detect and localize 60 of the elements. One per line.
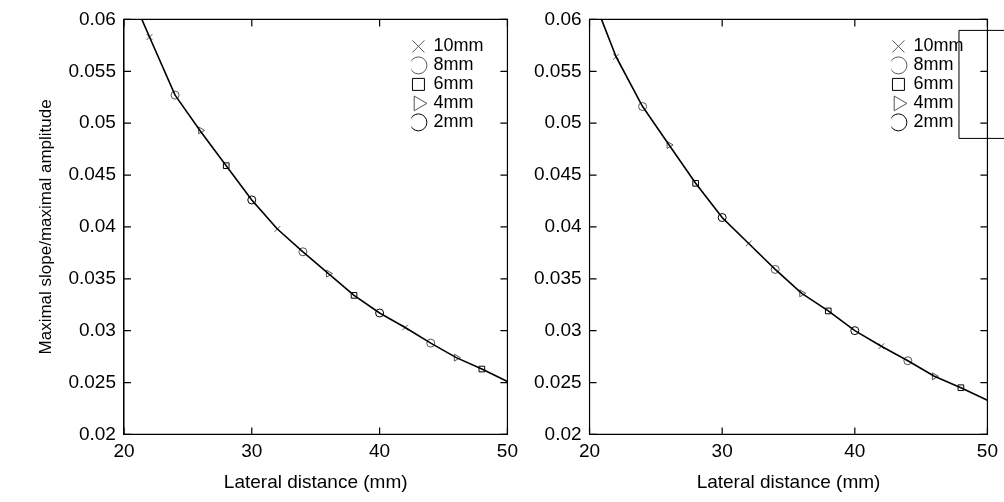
point bbox=[375, 308, 385, 318]
point bbox=[298, 247, 308, 257]
legend-label: 2mm bbox=[433, 111, 474, 132]
x-tick-label: 20 bbox=[113, 440, 135, 462]
point bbox=[325, 269, 333, 278]
point bbox=[478, 365, 486, 373]
x-tick-label: 50 bbox=[976, 440, 998, 462]
legend-label: 10mm bbox=[433, 35, 484, 56]
y-tick-label: 0.035 bbox=[534, 267, 582, 289]
y-tick-label: 0.03 bbox=[544, 318, 582, 340]
legend-label: 8mm bbox=[913, 54, 954, 75]
point bbox=[146, 33, 153, 41]
legend-label: 6mm bbox=[433, 73, 474, 94]
x-tick-label: 40 bbox=[844, 440, 866, 462]
y-tick-label: 0.05 bbox=[544, 111, 582, 133]
point bbox=[638, 102, 648, 112]
legend-label: 10mm bbox=[913, 35, 964, 56]
y-tick-label: 0.05 bbox=[78, 111, 116, 133]
y-tick-label: 0.045 bbox=[68, 163, 116, 185]
x-tick-label: 30 bbox=[241, 440, 263, 462]
point bbox=[222, 162, 230, 170]
legend-label: 6mm bbox=[913, 73, 954, 94]
y-tick-label: 0.03 bbox=[78, 318, 116, 340]
point bbox=[198, 126, 206, 135]
point bbox=[717, 213, 727, 223]
point bbox=[666, 140, 674, 149]
point bbox=[957, 384, 965, 392]
x-tick-label: 40 bbox=[369, 440, 391, 462]
y-tick-label: 0.06 bbox=[544, 7, 582, 29]
y-tick-label: 0.055 bbox=[68, 59, 116, 81]
point bbox=[824, 307, 832, 315]
x-axis-title: Lateral distance (mm) bbox=[223, 470, 408, 492]
legend-label: 8mm bbox=[433, 54, 474, 75]
legend-label: 4mm bbox=[913, 92, 954, 113]
y-tick-label: 0.025 bbox=[68, 370, 116, 392]
x-tick-label: 30 bbox=[711, 440, 733, 462]
point bbox=[426, 338, 436, 348]
point bbox=[247, 195, 257, 205]
y-tick-label: 0.035 bbox=[68, 267, 116, 289]
point bbox=[903, 356, 913, 366]
point bbox=[170, 90, 180, 100]
point bbox=[770, 264, 780, 274]
point bbox=[799, 289, 807, 298]
point bbox=[850, 326, 860, 336]
legend-label: 2mm bbox=[913, 111, 954, 132]
point bbox=[692, 180, 699, 187]
y-tick-label: 0.02 bbox=[78, 422, 116, 444]
point bbox=[453, 353, 461, 362]
x-tick-label: 50 bbox=[496, 440, 518, 462]
y-tick-label: 0.025 bbox=[534, 370, 582, 392]
legend-label: 4mm bbox=[433, 92, 474, 113]
y-tick-label: 0.04 bbox=[78, 215, 117, 237]
point bbox=[931, 372, 939, 381]
x-axis-title: Lateral distance (mm) bbox=[696, 470, 881, 492]
y-tick-label: 0.045 bbox=[534, 163, 582, 185]
y-axis-title: Maximal slope/maximal amplitude bbox=[35, 99, 55, 355]
point bbox=[350, 292, 358, 299]
y-tick-label: 0.055 bbox=[534, 59, 582, 81]
y-tick-label: 0.06 bbox=[78, 7, 116, 29]
y-tick-label: 0.04 bbox=[544, 215, 582, 237]
